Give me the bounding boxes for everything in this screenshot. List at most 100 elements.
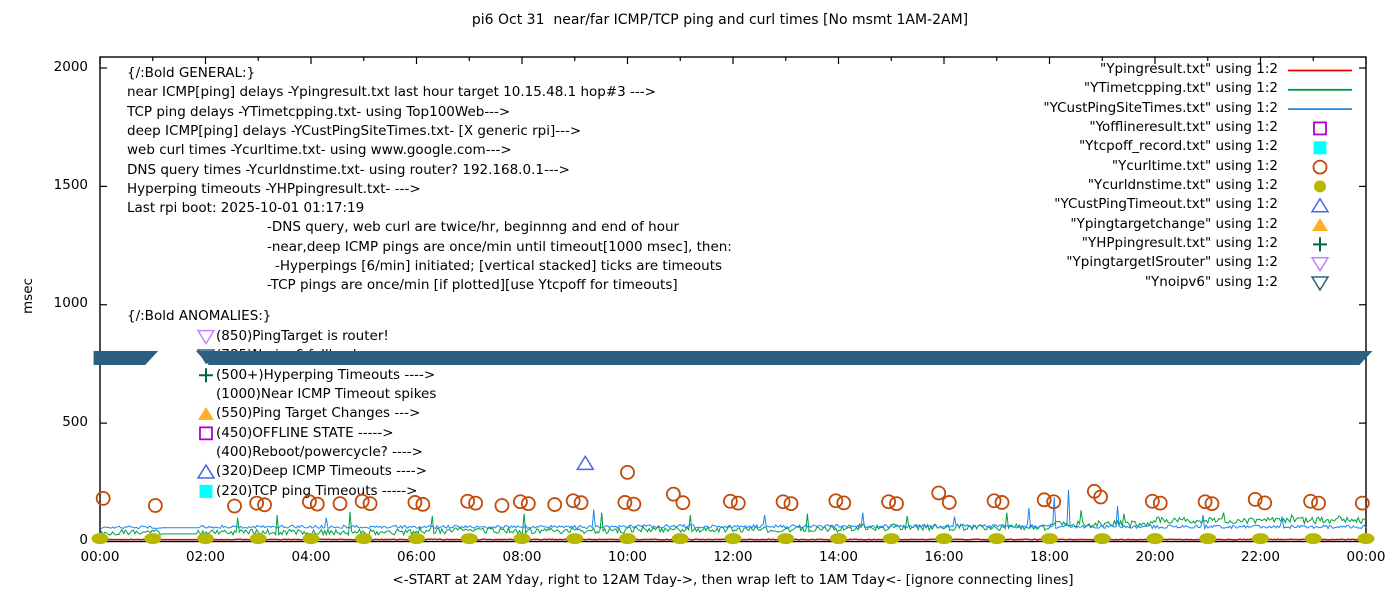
legend-label: "YTimetcpping.txt" using 1:2 — [1083, 80, 1278, 97]
series-Ycurltime.txt-point — [783, 496, 799, 512]
legend-marker-circle-filled — [1314, 180, 1326, 193]
legend-marker-triangle-down-open — [1310, 256, 1330, 273]
x-tick-label: 16:00 — [924, 549, 964, 565]
x-tick-label: 04:00 — [291, 549, 331, 565]
legend-label: "Ytcpoff_record.txt" using 1:2 — [1078, 138, 1278, 155]
series-Ycurltime.txt-point — [1311, 495, 1326, 511]
series-Ycurldnstime.txt-point — [197, 533, 214, 545]
series-Ycurldnstime.txt-point — [513, 533, 531, 545]
series-Ycurltime.txt-point — [415, 496, 431, 512]
legend-marker-circle-open — [1312, 159, 1328, 175]
anomaly-marker-triangle-down-open — [196, 349, 216, 365]
legend-label: "YCustPingTimeout.txt" using 1:2 — [1054, 196, 1278, 213]
series-Ycurltime.txt-point — [468, 495, 483, 511]
anomaly-line: (220)TCP ping Timeouts -----> — [216, 482, 418, 499]
series-Ycurltime.txt-point — [547, 497, 563, 512]
x-tick-label: 18:00 — [1030, 549, 1069, 565]
anomaly-line: (500+)Hyperping Timeouts ----> — [216, 366, 436, 383]
legend-label: "Ypingtargetchange" using 1:2 — [1070, 215, 1278, 232]
legend-label: "YHPpingresult.txt" using 1:2 — [1081, 234, 1278, 251]
x-tick-label: 20:00 — [1135, 549, 1175, 565]
series-Ycurltime.txt-point — [1144, 493, 1160, 509]
series-Ycurldnstime.txt-point — [302, 533, 320, 545]
series-Ycurltime.txt-point — [1152, 495, 1168, 511]
anomaly-line: (400)Reboot/powercycle? ----> — [216, 444, 423, 461]
series-Ycurldnstime.txt-point — [1304, 533, 1322, 545]
series-Ycurltime.txt-point — [573, 495, 589, 511]
x-tick-label: 00:00 — [80, 549, 120, 565]
y-tick-label: 2000 — [53, 58, 88, 75]
series-Ycurltime.txt-point — [1093, 489, 1109, 505]
series-Ycurldnstime.txt-point — [830, 533, 847, 545]
series-Ycurltime.txt-point — [147, 498, 163, 513]
series-Ycurldnstime.txt-point — [355, 533, 373, 545]
x-tick-label: 06:00 — [397, 549, 436, 565]
series-Ycurltime.txt-point — [994, 495, 1010, 510]
ynoipv6-band-overlay — [93, 351, 159, 366]
x-tick-label: 14:00 — [819, 549, 858, 565]
series-Ycurldnstime.txt-point — [144, 533, 162, 545]
series-Ycurldnstime.txt-point — [777, 533, 795, 545]
general-line: -near,deep ICMP pings are once/min until… — [267, 238, 732, 255]
series-Ycurltime.txt-point — [1204, 496, 1220, 512]
general-line: -TCP pings are once/min [if plotted][use… — [267, 277, 678, 294]
legend-marker-triangle-down-open — [1310, 276, 1330, 292]
series-Ycurldnstime.txt-point — [1041, 533, 1058, 545]
legend-label: "Ynoipv6" using 1:2 — [1144, 273, 1278, 290]
legend-label: "Ypingresult.txt" using 1:2 — [1100, 61, 1278, 77]
series-Ycurltime.txt-point — [1247, 491, 1263, 507]
series-Ycurldnstime.txt-point — [566, 533, 584, 545]
anomalies-heading: {/:Bold ANOMALIES:} — [127, 308, 272, 324]
series-Ycurltime.txt-point — [626, 496, 642, 512]
anomaly-line: (850)PingTarget is router! — [216, 328, 389, 344]
series-Ycurltime.txt-point — [1197, 494, 1213, 510]
series-YTimetcpping.txt-line — [99, 510, 1367, 537]
series-Ycurldnstime.txt-point — [1199, 533, 1217, 545]
series-Ycurldnstime.txt-point — [724, 533, 742, 545]
series-Ycurldnstime.txt-point — [1093, 533, 1111, 545]
general-line: deep ICMP[ping] delays -YCustPingSiteTim… — [127, 122, 582, 139]
chart-title: pi6 Oct 31 near/far ICMP/TCP ping and cu… — [471, 12, 969, 28]
anomaly-marker-square-open — [199, 426, 213, 441]
series-Ycurldnstime.txt-point — [1252, 533, 1269, 545]
legend-marker-square-open — [1313, 121, 1327, 136]
series-Ycurltime.txt-point — [730, 495, 746, 511]
series-Ycurltime.txt-point — [881, 494, 897, 510]
series-Ycurltime.txt-point — [889, 496, 904, 512]
series-Ycurldnstime.txt-point — [408, 533, 425, 545]
series-YCustPingTimeout.txt-point — [575, 454, 595, 471]
y-tick-label: 1500 — [53, 176, 88, 193]
anomaly-marker-triangle-up-open — [196, 463, 216, 479]
series-Ycurltime.txt-point — [1303, 493, 1319, 509]
series-Ycurltime.txt-point — [227, 498, 242, 514]
general-line: web curl times -Ycurltime.txt- using www… — [127, 142, 512, 159]
series-Ycurldnstime.txt-point — [1357, 533, 1375, 545]
series-Ycurldnstime.txt-point — [988, 533, 1006, 545]
series-Ycurltime.txt-point — [828, 493, 844, 509]
general-line: TCP ping delays -YTimetcpping.txt- using… — [127, 103, 511, 120]
series-Ycurltime.txt-point — [617, 495, 633, 510]
series-Ycurltime.txt-point — [1086, 483, 1102, 499]
series-Ycurltime.txt-point — [565, 493, 581, 509]
anomaly-line: (450)OFFLINE STATE -----> — [216, 424, 394, 441]
anomaly-marker-triangle-down-open — [196, 329, 216, 346]
x-tick-label: 10:00 — [608, 549, 647, 565]
series-Ycurltime.txt-point — [931, 485, 947, 501]
series-Ycurltime.txt-point — [460, 493, 476, 509]
x-tick-label: 22:00 — [1241, 549, 1280, 565]
series-Ycurldnstime.txt-point — [91, 533, 109, 545]
legend-marker-square-filled — [1313, 141, 1327, 155]
series-Ycurltime.txt-point — [986, 493, 1002, 509]
series-Ycurldnstime.txt-point — [249, 533, 267, 545]
x-axis-caption: <-START at 2AM Yday, right to 12AM Tday-… — [392, 572, 1074, 588]
general-heading: {/:Bold GENERAL:} — [127, 65, 256, 81]
y-tick-label: 500 — [62, 413, 88, 430]
series-Ycurltime.txt-point — [836, 495, 852, 511]
series-Ycurltime.txt-point — [494, 498, 510, 513]
general-line: -DNS query, web curl are twice/hr, begin… — [267, 219, 680, 236]
anomaly-marker-triangle-up-filled — [198, 407, 214, 420]
x-tick-label: 00:00 — [1346, 549, 1386, 565]
y-tick-label: 0 — [79, 532, 88, 548]
series-Ycurltime.txt-point — [513, 494, 528, 510]
